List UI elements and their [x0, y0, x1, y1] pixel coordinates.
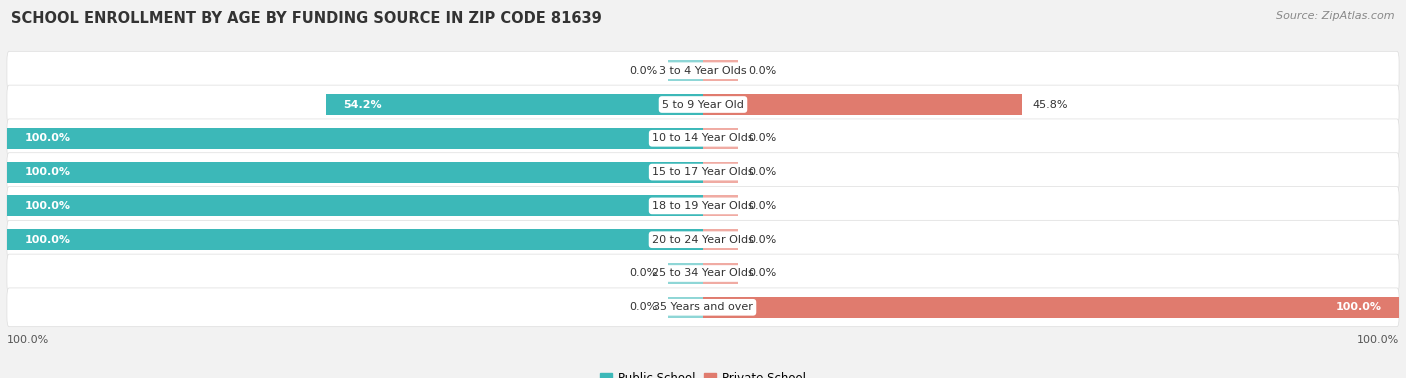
Bar	[703, 297, 1399, 318]
Text: 3 to 4 Year Olds: 3 to 4 Year Olds	[659, 66, 747, 76]
Text: 0.0%: 0.0%	[630, 302, 658, 312]
FancyBboxPatch shape	[7, 119, 1399, 158]
Text: 0.0%: 0.0%	[748, 133, 776, 143]
Text: 100.0%: 100.0%	[24, 201, 70, 211]
Bar	[703, 229, 738, 250]
Text: 100.0%: 100.0%	[1357, 335, 1399, 345]
Bar	[7, 229, 703, 250]
Text: Source: ZipAtlas.com: Source: ZipAtlas.com	[1277, 11, 1395, 21]
Text: 100.0%: 100.0%	[24, 167, 70, 177]
Text: 100.0%: 100.0%	[24, 133, 70, 143]
Text: 45.8%: 45.8%	[1032, 99, 1067, 110]
Text: 20 to 24 Year Olds: 20 to 24 Year Olds	[652, 235, 754, 245]
Bar	[668, 263, 703, 284]
FancyBboxPatch shape	[7, 220, 1399, 259]
FancyBboxPatch shape	[7, 153, 1399, 192]
Bar	[668, 60, 703, 81]
Text: 0.0%: 0.0%	[748, 268, 776, 279]
Text: 0.0%: 0.0%	[748, 235, 776, 245]
FancyBboxPatch shape	[7, 288, 1399, 327]
Bar	[668, 297, 703, 318]
Text: 5 to 9 Year Old: 5 to 9 Year Old	[662, 99, 744, 110]
Bar	[703, 195, 738, 216]
Text: 0.0%: 0.0%	[748, 167, 776, 177]
FancyBboxPatch shape	[7, 254, 1399, 293]
Text: 100.0%: 100.0%	[7, 335, 49, 345]
Legend: Public School, Private School: Public School, Private School	[595, 367, 811, 378]
Bar	[7, 162, 703, 183]
Text: 35 Years and over: 35 Years and over	[652, 302, 754, 312]
FancyBboxPatch shape	[7, 186, 1399, 225]
Text: 25 to 34 Year Olds: 25 to 34 Year Olds	[652, 268, 754, 279]
Text: 0.0%: 0.0%	[748, 66, 776, 76]
FancyBboxPatch shape	[7, 85, 1399, 124]
Text: 0.0%: 0.0%	[630, 66, 658, 76]
Text: 15 to 17 Year Olds: 15 to 17 Year Olds	[652, 167, 754, 177]
Text: 0.0%: 0.0%	[630, 268, 658, 279]
Text: SCHOOL ENROLLMENT BY AGE BY FUNDING SOURCE IN ZIP CODE 81639: SCHOOL ENROLLMENT BY AGE BY FUNDING SOUR…	[11, 11, 602, 26]
Text: 54.2%: 54.2%	[343, 99, 382, 110]
Text: 100.0%: 100.0%	[24, 235, 70, 245]
Bar	[7, 195, 703, 216]
Bar	[703, 162, 738, 183]
Bar	[7, 128, 703, 149]
Bar	[703, 60, 738, 81]
Bar	[703, 128, 738, 149]
Bar	[703, 263, 738, 284]
Text: 0.0%: 0.0%	[748, 201, 776, 211]
Text: 18 to 19 Year Olds: 18 to 19 Year Olds	[652, 201, 754, 211]
Bar	[703, 94, 1022, 115]
Text: 100.0%: 100.0%	[1336, 302, 1382, 312]
Text: 10 to 14 Year Olds: 10 to 14 Year Olds	[652, 133, 754, 143]
FancyBboxPatch shape	[7, 51, 1399, 90]
Bar	[326, 94, 703, 115]
